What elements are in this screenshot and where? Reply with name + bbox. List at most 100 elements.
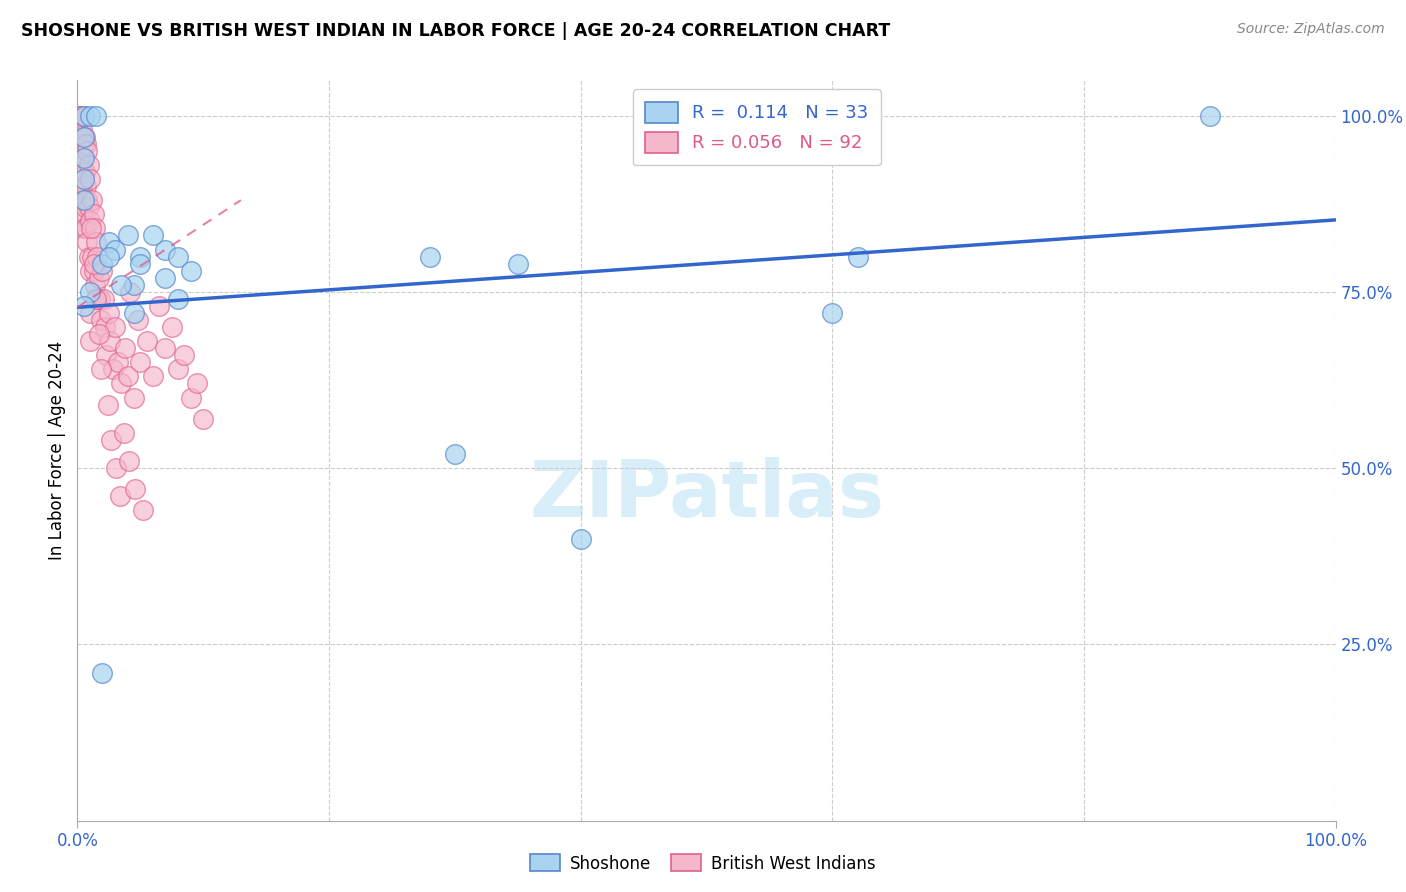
Point	[148, 299, 170, 313]
Point	[72, 151, 94, 165]
Point	[73, 129, 96, 144]
Point	[96, 348, 118, 362]
Point	[70, 129, 93, 144]
Point	[101, 362, 124, 376]
Point	[72, 193, 94, 207]
Point	[80, 221, 103, 235]
Point	[72, 193, 94, 207]
Point	[155, 341, 177, 355]
Point	[67, 109, 90, 123]
Point	[82, 250, 104, 264]
Point	[87, 270, 110, 285]
Point	[120, 285, 142, 299]
Point	[91, 263, 114, 277]
Point	[97, 306, 120, 320]
Legend: R =  0.114   N = 33, R = 0.056   N = 92: R = 0.114 N = 33, R = 0.056 N = 92	[633, 89, 882, 165]
Point	[110, 277, 132, 292]
Point	[186, 376, 208, 391]
Point	[76, 193, 98, 207]
Point	[180, 263, 202, 277]
Point	[70, 109, 93, 123]
Point	[73, 165, 96, 179]
Point	[69, 129, 91, 144]
Point	[77, 250, 100, 264]
Point	[91, 665, 114, 680]
Point	[72, 151, 94, 165]
Point	[79, 109, 101, 123]
Point	[97, 235, 120, 250]
Point	[104, 243, 127, 257]
Point	[70, 214, 93, 228]
Point	[86, 250, 108, 264]
Point	[72, 122, 94, 136]
Point	[444, 447, 467, 461]
Point	[76, 235, 98, 250]
Point	[84, 221, 107, 235]
Point	[122, 277, 145, 292]
Point	[94, 320, 117, 334]
Point	[110, 376, 132, 391]
Point	[96, 398, 118, 412]
Point	[84, 235, 107, 250]
Point	[132, 503, 155, 517]
Point	[70, 158, 93, 172]
Point	[70, 186, 93, 200]
Point	[90, 313, 112, 327]
Point	[72, 109, 94, 123]
Point	[821, 306, 844, 320]
Point	[91, 257, 114, 271]
Point	[124, 482, 146, 496]
Point	[72, 172, 94, 186]
Point	[79, 334, 101, 348]
Point	[84, 277, 107, 292]
Point	[100, 433, 122, 447]
Y-axis label: In Labor Force | Age 20-24: In Labor Force | Age 20-24	[48, 341, 66, 560]
Point	[89, 292, 111, 306]
Point	[569, 532, 592, 546]
Point	[84, 109, 107, 123]
Point	[112, 425, 135, 440]
Point	[155, 270, 177, 285]
Point	[129, 257, 152, 271]
Point	[76, 144, 98, 158]
Point	[82, 193, 104, 207]
Point	[83, 263, 105, 277]
Point	[73, 200, 96, 214]
Point	[83, 207, 105, 221]
Point	[72, 179, 94, 194]
Point	[122, 391, 145, 405]
Point	[129, 250, 152, 264]
Point	[114, 341, 136, 355]
Point	[67, 172, 90, 186]
Point	[72, 129, 94, 144]
Point	[75, 136, 97, 151]
Point	[84, 292, 107, 306]
Point	[173, 348, 195, 362]
Point	[1199, 109, 1222, 123]
Text: Source: ZipAtlas.com: Source: ZipAtlas.com	[1237, 22, 1385, 37]
Point	[69, 193, 91, 207]
Point	[105, 461, 128, 475]
Point	[127, 313, 149, 327]
Point	[129, 355, 152, 369]
Point	[75, 179, 97, 194]
Point	[75, 221, 97, 235]
Point	[79, 172, 101, 186]
Point	[108, 489, 131, 503]
Point	[67, 129, 90, 144]
Point	[67, 151, 90, 165]
Point	[93, 292, 115, 306]
Point	[155, 243, 177, 257]
Point	[90, 362, 112, 376]
Point	[107, 355, 129, 369]
Point	[79, 285, 101, 299]
Point	[135, 334, 157, 348]
Point	[69, 151, 91, 165]
Point	[69, 172, 91, 186]
Point	[83, 257, 105, 271]
Point	[72, 165, 94, 179]
Point	[142, 369, 165, 384]
Point	[72, 207, 94, 221]
Point	[167, 292, 190, 306]
Point	[79, 263, 101, 277]
